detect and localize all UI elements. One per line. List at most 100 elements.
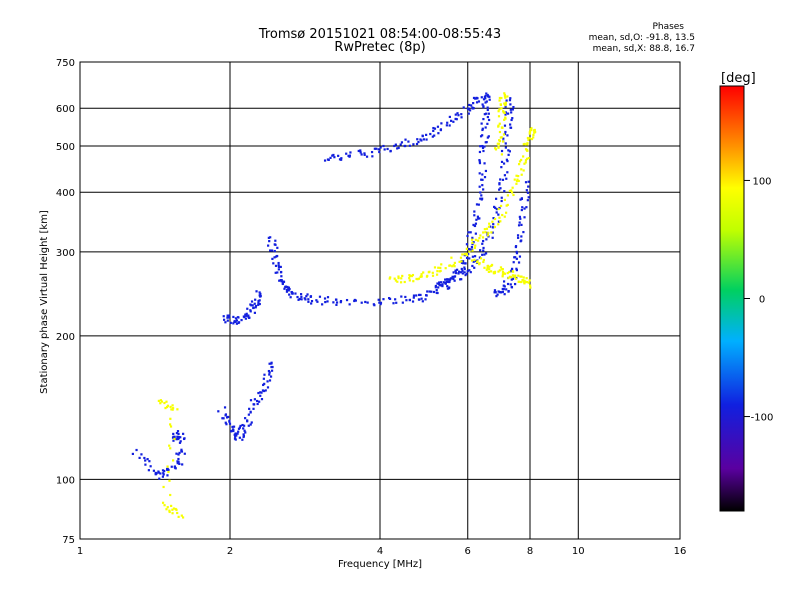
data-point-O: [217, 410, 220, 413]
data-point-O: [277, 264, 280, 267]
data-point-O: [498, 183, 501, 186]
data-point-O: [254, 304, 258, 308]
data-point-O: [382, 298, 385, 301]
data-point-O: [257, 303, 260, 306]
data-point-O: [395, 301, 398, 304]
data-point-O: [348, 303, 351, 306]
data-point-O: [498, 188, 501, 191]
data-point-O: [420, 139, 423, 142]
data-point-O: [172, 439, 175, 442]
data-point-O: [488, 98, 491, 101]
data-point-X: [526, 149, 529, 152]
data-point-O: [491, 236, 494, 239]
data-point-O: [268, 379, 272, 382]
data-point-X: [516, 178, 519, 181]
data-point-O: [270, 362, 273, 365]
data-point-X: [501, 140, 505, 143]
data-point-O: [506, 134, 509, 137]
data-point-X: [525, 157, 529, 160]
data-point-X: [493, 225, 497, 229]
data-point-X: [517, 274, 520, 277]
data-point-X: [498, 269, 501, 272]
data-point-O: [511, 277, 515, 280]
data-point-O: [439, 128, 442, 132]
data-point-O: [411, 300, 415, 303]
data-point-X: [163, 401, 166, 405]
data-point-O: [144, 463, 147, 466]
data-point-X: [515, 277, 518, 280]
data-point-O: [464, 273, 467, 277]
data-point-X: [477, 239, 480, 242]
data-point-O: [228, 420, 231, 423]
data-point-O: [437, 286, 440, 289]
data-point-O: [527, 185, 530, 188]
data-point-O: [268, 362, 271, 365]
data-point-O: [506, 159, 509, 163]
data-point-X: [470, 259, 474, 262]
data-point-O: [485, 238, 488, 241]
data-point-O: [176, 462, 179, 465]
data-point-O: [281, 282, 284, 285]
data-point-O: [524, 181, 528, 184]
data-point-X: [169, 417, 172, 420]
data-point-O: [502, 287, 505, 291]
data-point-O: [454, 269, 457, 272]
data-point-O: [176, 460, 179, 463]
data-point-O: [232, 322, 235, 325]
data-point-O: [493, 289, 497, 292]
data-point-X: [463, 252, 466, 256]
data-point-O: [267, 236, 270, 239]
data-point-X: [173, 437, 176, 441]
data-point-X: [465, 247, 468, 250]
data-point-O: [270, 249, 274, 252]
data-point-O: [282, 280, 285, 283]
data-point-O: [253, 398, 256, 401]
data-point-O: [228, 422, 232, 425]
data-point-X: [493, 271, 496, 275]
data-point-X: [426, 274, 429, 277]
data-point-X: [494, 148, 498, 151]
data-point-O: [458, 270, 461, 273]
data-point-O: [525, 206, 528, 209]
data-point-O: [437, 132, 440, 135]
data-point-O: [452, 120, 455, 123]
data-point-O: [476, 215, 479, 218]
data-point-O: [478, 159, 481, 162]
data-point-X: [167, 470, 170, 474]
data-point-O: [464, 262, 467, 265]
data-point-O: [182, 432, 185, 435]
data-point-O: [274, 239, 277, 242]
data-point-O: [324, 300, 327, 304]
data-point-O: [270, 369, 274, 372]
data-point-O: [260, 391, 263, 394]
data-point-O: [278, 265, 281, 268]
data-point-O: [251, 304, 254, 307]
data-point-O: [461, 269, 464, 272]
data-point-O: [366, 301, 369, 304]
data-point-O: [419, 293, 422, 297]
data-point-O: [250, 304, 253, 307]
data-point-O: [386, 147, 389, 151]
data-point-X: [417, 277, 421, 280]
data-point-O: [280, 279, 283, 282]
data-point-O: [272, 262, 275, 265]
data-point-O: [520, 208, 523, 212]
phases-legend-title: Phases: [652, 22, 684, 32]
data-point-O: [258, 400, 261, 403]
data-point-O: [235, 322, 238, 325]
data-point-X: [515, 174, 518, 177]
data-point-O: [500, 166, 503, 169]
data-point-O: [258, 299, 261, 302]
data-point-O: [335, 301, 339, 304]
data-point-O: [483, 113, 486, 116]
data-point-O: [404, 138, 407, 141]
data-point-X: [473, 258, 476, 261]
data-point-O: [249, 410, 252, 413]
data-point-O: [144, 459, 147, 462]
y-tick-label: 600: [56, 104, 75, 115]
data-point-O: [379, 303, 382, 306]
data-point-O: [480, 198, 483, 201]
data-point-X: [498, 99, 501, 102]
data-point-O: [172, 432, 175, 436]
data-point-O: [138, 456, 141, 459]
